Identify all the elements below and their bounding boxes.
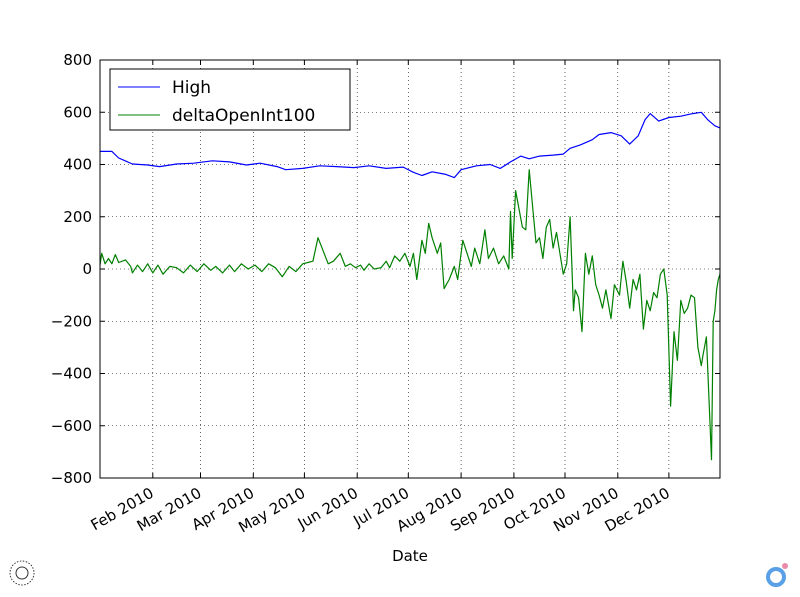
y-tick-label: −800	[51, 469, 92, 487]
circular-stamp-icon	[9, 560, 35, 586]
x-tick-label: Jun 2010	[294, 484, 361, 533]
y-tick-label: −200	[51, 312, 92, 330]
y-tick-label: −600	[51, 417, 92, 435]
ring-logo-icon	[766, 563, 788, 587]
legend-label-high: High	[172, 78, 211, 98]
y-tick-label: 800	[63, 51, 92, 69]
y-tick-label: 400	[63, 156, 92, 174]
y-tick-label: 600	[63, 103, 92, 121]
y-axis: −800 −600 −400 −200 0 200 400 600 800	[51, 51, 720, 487]
legend-box	[109, 68, 351, 131]
legend[interactable]: High deltaOpenInt100	[109, 68, 351, 131]
y-tick-label: 0	[82, 260, 92, 278]
legend-label-deltaopenint100: deltaOpenInt100	[172, 106, 315, 126]
x-axis-title: Date	[392, 547, 428, 565]
series-line-high	[100, 111, 721, 179]
y-tick-label: −400	[51, 365, 92, 383]
grid-lines	[100, 60, 720, 478]
series-lines	[99, 111, 721, 461]
y-tick-label: 200	[63, 208, 92, 226]
series-line-deltaopenint100	[99, 169, 721, 461]
plot-frame	[99, 59, 721, 479]
